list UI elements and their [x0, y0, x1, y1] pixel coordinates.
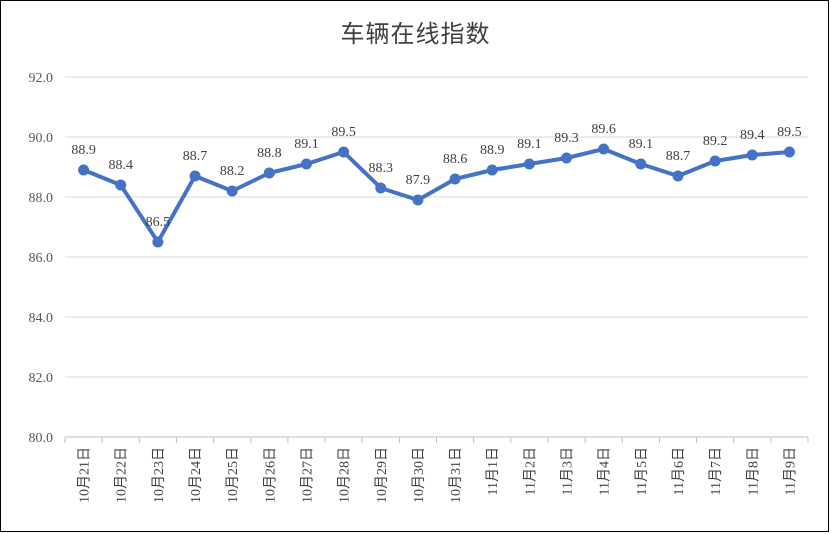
- data-point: [375, 182, 387, 194]
- x-tick-label: 11月8日: [745, 447, 761, 495]
- data-label: 88.9: [480, 143, 505, 158]
- data-point: [300, 158, 312, 170]
- x-tick-label: 10月25日: [225, 447, 241, 503]
- x-tick-label: 11月5日: [634, 447, 650, 495]
- y-axis: 80.0 82.0 84.0 86.0 88.0 90.0 92.0: [29, 71, 54, 446]
- data-point: [486, 164, 498, 176]
- data-point: [338, 146, 350, 158]
- data-point: [672, 170, 684, 182]
- data-label: 89.1: [629, 137, 654, 152]
- x-tick-label: 11月9日: [782, 447, 798, 495]
- x-tick-label: 11月4日: [597, 447, 613, 495]
- y-tick-label: 82.0: [29, 371, 54, 386]
- data-label: 89.1: [294, 137, 319, 152]
- data-label: 88.7: [183, 149, 208, 164]
- chart-title: 车辆在线指数: [340, 20, 491, 48]
- x-tick-label: 11月2日: [522, 447, 538, 495]
- x-tick-label: 10月22日: [114, 447, 130, 503]
- data-point: [115, 179, 127, 191]
- data-point: [449, 173, 461, 185]
- data-label: 89.5: [777, 125, 802, 140]
- x-tick-label: 10月27日: [299, 447, 315, 503]
- x-tick-label: 10月31日: [448, 447, 464, 503]
- data-point: [263, 167, 275, 179]
- data-label: 89.6: [591, 122, 616, 137]
- data-point: [746, 149, 758, 161]
- x-tick-label: 10月24日: [188, 447, 204, 503]
- x-tick-label: 10月23日: [151, 447, 167, 503]
- data-label: 89.3: [554, 131, 579, 146]
- data-point: [783, 146, 795, 158]
- x-tick-label: 10月30日: [411, 447, 427, 503]
- data-point: [78, 164, 90, 176]
- y-tick-label: 84.0: [29, 311, 54, 326]
- data-label: 88.2: [220, 164, 245, 179]
- x-tick-label: 11月6日: [671, 447, 687, 495]
- y-tick-label: 80.0: [29, 431, 54, 446]
- series-line: [81, 147, 792, 244]
- y-tick-label: 90.0: [29, 131, 54, 146]
- data-point: [598, 143, 610, 155]
- x-tick-label: 10月26日: [262, 447, 278, 503]
- y-tick-label: 86.0: [29, 251, 54, 266]
- data-label: 89.5: [331, 125, 356, 140]
- data-label: 88.4: [108, 158, 133, 173]
- data-point: [635, 158, 647, 170]
- data-label: 88.7: [666, 149, 691, 164]
- data-point: [189, 170, 201, 182]
- y-tick-label: 92.0: [29, 71, 54, 86]
- data-point: [412, 194, 424, 206]
- data-label: 88.6: [443, 152, 468, 167]
- data-labels: 88.9 88.4 86.5 88.7 88.2 88.8 89.1 89.5 88.3 87.9…: [71, 122, 801, 230]
- data-label: 89.2: [703, 134, 728, 149]
- data-label: 88.3: [369, 161, 394, 176]
- x-tick-label: 10月29日: [374, 447, 390, 503]
- data-point: [152, 236, 164, 248]
- series: [78, 143, 795, 248]
- data-label: 88.8: [257, 146, 282, 161]
- x-tick-label: 10月21日: [77, 447, 93, 503]
- x-tick-label: 11月1日: [485, 447, 501, 495]
- data-point: [561, 152, 573, 164]
- data-point: [709, 155, 721, 167]
- gridlines: [65, 76, 808, 378]
- y-tick-label: 88.0: [29, 191, 54, 206]
- data-point: [226, 185, 238, 197]
- x-axis: 10月21日 10月22日 10月23日 10月24日 10月25日 10月26日 10月2…: [64, 436, 809, 503]
- x-tick-label: 11月7日: [708, 447, 724, 495]
- x-tick-label: 10月28日: [337, 447, 353, 503]
- data-label: 86.5: [146, 215, 171, 230]
- x-tick-label: 11月3日: [560, 447, 576, 495]
- data-point: [523, 158, 535, 170]
- data-label: 89.4: [740, 128, 765, 143]
- data-label: 89.1: [517, 137, 542, 152]
- data-label: 87.9: [406, 173, 431, 188]
- data-label: 88.9: [71, 143, 96, 158]
